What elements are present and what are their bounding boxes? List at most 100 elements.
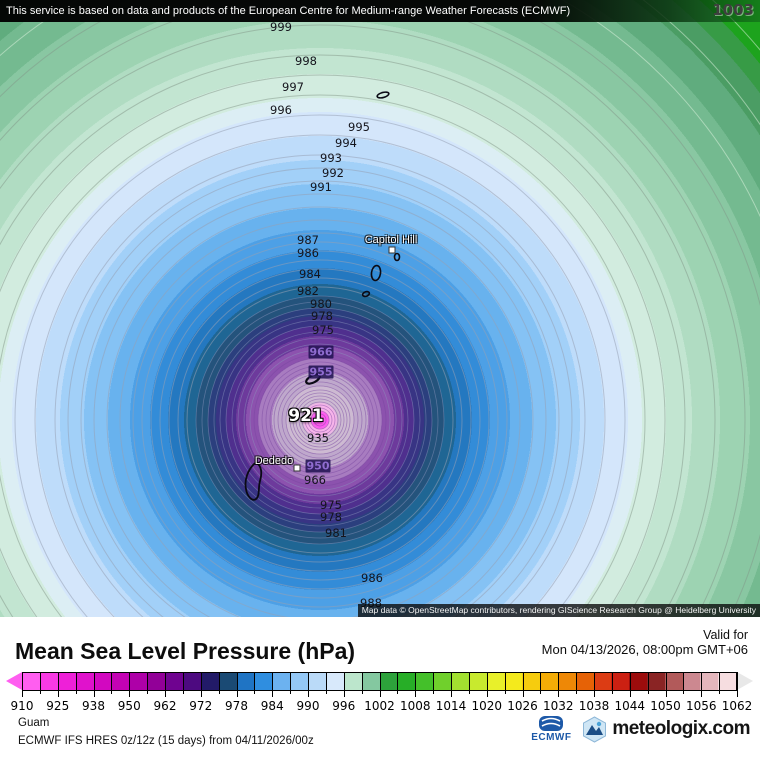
- meteologix-logo[interactable]: meteologix.com: [581, 715, 750, 743]
- chart-title: Mean Sea Level Pressure (hPa): [15, 638, 356, 664]
- ecmwf-logo[interactable]: ECMWF: [529, 715, 573, 743]
- colorbar-tick-label: 962: [153, 699, 177, 713]
- colorbar-cell: [40, 673, 59, 690]
- colorbar-cell: [629, 673, 647, 690]
- colorbar-tick: [361, 672, 363, 694]
- contour-label: 992: [322, 166, 344, 180]
- colorbar-cell: [23, 673, 41, 690]
- colorbar-tick: [701, 672, 703, 697]
- contour-label: 995: [348, 120, 370, 134]
- colorbar-tick: [576, 672, 578, 694]
- colorbar-cell: [129, 673, 148, 690]
- colorbar-tick-label: 1008: [399, 699, 431, 713]
- contour-label: 978: [311, 309, 333, 323]
- colorbar-tick: [379, 672, 381, 697]
- colorbar-cell: [450, 673, 469, 690]
- colorbar-cell: [58, 673, 77, 690]
- region-label: Guam: [18, 717, 50, 729]
- colorbar-cell: [575, 673, 594, 690]
- island-outline: [376, 91, 390, 99]
- colorbar-tick: [433, 672, 435, 694]
- colorbar-tick: [594, 672, 595, 697]
- colorbar-tick-label: 996: [332, 699, 356, 713]
- colorbar-cell: [361, 673, 380, 690]
- colorbar-right-arrow: [737, 672, 753, 690]
- colorbar-tick: [325, 672, 327, 694]
- contour-label: 981: [325, 526, 347, 540]
- contour-label: 997: [282, 80, 304, 94]
- place-marker: [388, 246, 396, 254]
- colorbar-cell: [290, 673, 309, 690]
- colorbar-cell: [540, 673, 558, 690]
- colorbar-tick: [629, 672, 631, 697]
- contour-label: 975: [320, 498, 342, 512]
- contour-label: 980: [310, 297, 332, 311]
- colorbar-tick-label: 938: [82, 699, 105, 713]
- colorbar-tick: [111, 672, 113, 694]
- colorbar-tick: [93, 672, 95, 697]
- colorbar-cell: [165, 673, 184, 690]
- service-banner: This service is based on data and produc…: [0, 0, 760, 22]
- colorbar-tick: [522, 672, 524, 697]
- island-outline: [393, 252, 401, 262]
- colorbar-tick: [290, 672, 292, 694]
- colorbar-cell: [486, 673, 505, 690]
- colorbar-tick: [39, 672, 41, 694]
- colorbar-tick: [451, 672, 452, 697]
- colorbar-tick-label: 1038: [578, 699, 610, 713]
- colorbar-tick: [22, 672, 23, 697]
- place-label: Capitol Hill: [364, 234, 418, 246]
- colorbar-tick: [719, 672, 721, 694]
- colorbar-tick-label: 1026: [507, 699, 538, 713]
- colorbar-tick: [683, 672, 685, 694]
- colorbar-cell: [718, 673, 737, 690]
- colorbar-cell: [682, 673, 701, 690]
- colorbar-tick: [415, 672, 417, 697]
- pressure-map[interactable]: 999 998 997 996 995 994 993 992 991 987 986 984 982 9…: [0, 0, 760, 617]
- colorbar-tick: [236, 672, 238, 697]
- colorbar-cell: [433, 673, 451, 690]
- colorbar-cell: [468, 673, 487, 690]
- colorbar-tick-label: 1002: [364, 699, 395, 713]
- colorbar-tick-label: 925: [46, 699, 70, 713]
- colorbar-cell: [504, 673, 523, 690]
- place-label: Dededo: [254, 455, 294, 467]
- colorbar-cell: [112, 673, 130, 690]
- colorbar-cell: [343, 673, 362, 690]
- colorbar-cell: [700, 673, 719, 690]
- colorbar-tick: [182, 672, 184, 694]
- service-banner-text: This service is based on data and produc…: [6, 5, 571, 17]
- colorbar-cell: [611, 673, 630, 690]
- colorbar-tick-label: 1032: [542, 699, 574, 713]
- colorbar-tick-label: 1062: [721, 699, 753, 713]
- colorbar-tick: [486, 672, 488, 697]
- contour-label: 975: [312, 323, 334, 337]
- contour-label: 993: [320, 151, 342, 165]
- colorbar-tick: [75, 672, 77, 694]
- contour-label: 987: [297, 233, 319, 247]
- contour-label: 996: [270, 103, 292, 117]
- contour-label: 982: [297, 284, 319, 298]
- colorbar-tick: [218, 672, 220, 694]
- contour-label-boxed: 955: [308, 365, 334, 379]
- brand-label: meteologix.com: [612, 718, 750, 739]
- colorbar-tick: [129, 672, 131, 697]
- colorbar-cell: [557, 673, 576, 690]
- contour-label-boxed: 966: [308, 345, 334, 359]
- colorbar-cell: [522, 673, 541, 690]
- colorbar-cell: [236, 673, 255, 690]
- colorbar-tick-label: 984: [260, 699, 284, 713]
- colorbar-cell: [94, 673, 113, 690]
- colorbar-cell: [379, 673, 398, 690]
- contour-label: 966: [304, 473, 326, 487]
- contour-label-boxed: 950: [305, 459, 331, 473]
- colorbar-tick: [468, 672, 470, 694]
- logo-block: ECMWF meteologix.com: [529, 715, 750, 743]
- colorbar-tick-label: 910: [10, 699, 34, 713]
- colorbar-cell: [646, 673, 665, 690]
- colorbar-tick-label: 978: [225, 699, 248, 713]
- colorbar-tick: [504, 672, 506, 694]
- colorbar-cell: [664, 673, 683, 690]
- colorbar-tick: [254, 672, 256, 694]
- valid-time-block: Valid for Mon 04/13/2026, 08:00pm GMT+06: [542, 628, 748, 657]
